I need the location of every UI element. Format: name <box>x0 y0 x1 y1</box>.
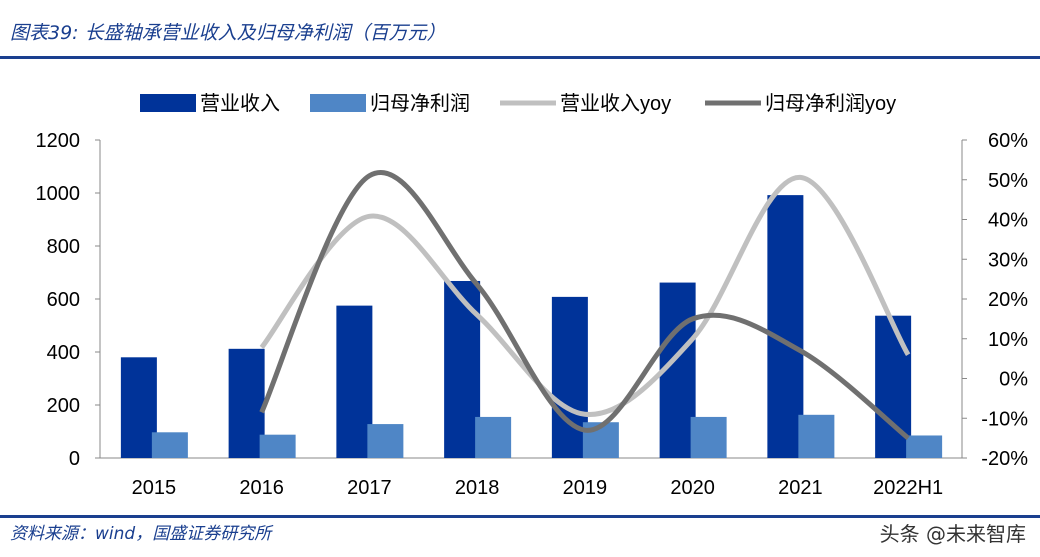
left-tick-label: 800 <box>47 236 80 258</box>
bar-net-profit <box>475 416 512 458</box>
source-rule <box>0 515 1040 518</box>
right-tick-label: 30% <box>988 249 1028 271</box>
right-tick-label: -10% <box>981 408 1028 430</box>
chart-title: 图表39: 长盛轴承营业收入及归母净利润（百万元） <box>10 22 446 44</box>
right-tick-label: 40% <box>988 210 1028 232</box>
legend-label: 营业收入 <box>200 92 280 115</box>
left-tick-label: 600 <box>47 289 80 311</box>
left-tick-label: 0 <box>69 448 80 470</box>
bar-net-profit <box>259 434 296 458</box>
bar-net-profit <box>151 432 188 458</box>
bar-net-profit <box>798 414 835 458</box>
bar-revenue <box>336 305 373 458</box>
line-net-profit-yoy <box>259 170 910 441</box>
left-tick-label: 1000 <box>36 183 81 205</box>
x-tick-label: 2018 <box>455 477 500 499</box>
x-tick-label: 2020 <box>670 477 715 499</box>
x-tick-label: 2016 <box>239 477 284 499</box>
watermark: 头条 @未来智库 <box>879 522 1026 546</box>
source-note: 资料来源：wind，国盛证券研究所 <box>10 524 272 544</box>
bar-revenue <box>228 348 265 458</box>
bar-net-profit <box>906 435 943 458</box>
legend-label: 归母净利润 <box>370 92 470 115</box>
bar-revenue <box>120 357 157 458</box>
x-tick-label: 2015 <box>132 477 177 499</box>
x-tick-label: 2019 <box>563 477 608 499</box>
right-tick-label: 10% <box>988 329 1028 351</box>
legend-swatch <box>310 94 366 112</box>
bar-net-profit <box>690 416 727 458</box>
right-tick-label: -20% <box>981 448 1028 470</box>
bar-revenue <box>551 296 588 458</box>
left-tick-label: 1200 <box>36 130 81 152</box>
right-tick-label: 20% <box>988 289 1028 311</box>
bar-revenue <box>444 280 481 458</box>
legend-label: 归母净利润yoy <box>765 92 896 115</box>
line-revenue-yoy <box>259 174 911 417</box>
bar-net-profit <box>367 424 404 458</box>
x-tick-label: 2021 <box>778 477 823 499</box>
x-tick-label: 2017 <box>347 477 392 499</box>
right-tick-label: 0% <box>999 369 1028 391</box>
right-tick-label: 50% <box>988 170 1028 192</box>
title-rule <box>0 56 1040 59</box>
x-tick-label: 2022H1 <box>873 477 943 499</box>
bar-revenue <box>767 195 804 458</box>
legend-label: 营业收入yoy <box>560 92 671 115</box>
right-tick-label: 60% <box>988 130 1028 152</box>
left-tick-label: 200 <box>47 395 80 417</box>
left-tick-label: 400 <box>47 342 80 364</box>
legend-swatch <box>140 94 196 112</box>
